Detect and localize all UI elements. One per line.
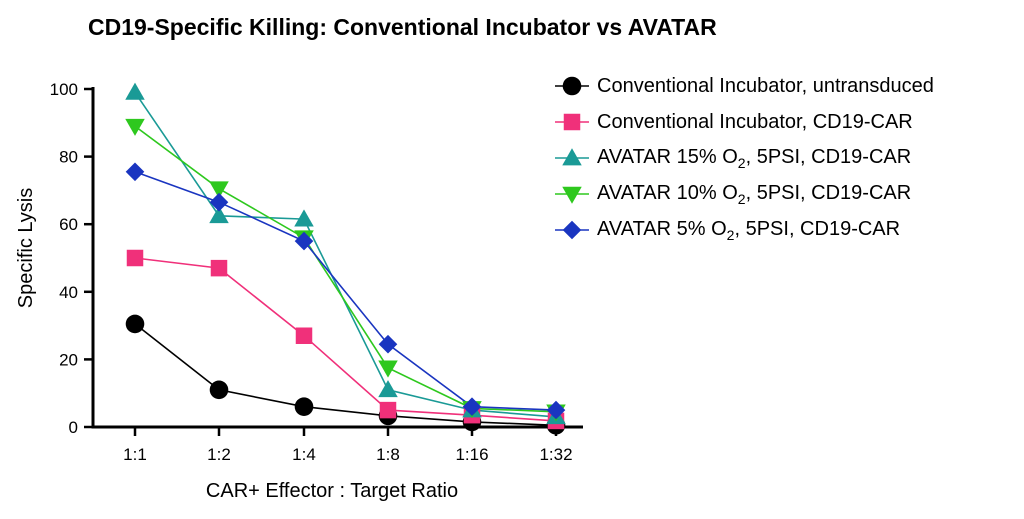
data-point <box>546 400 566 420</box>
data-point <box>209 192 229 212</box>
series-line <box>134 171 557 411</box>
data-point <box>125 314 145 334</box>
legend-item: AVATAR 15% O2, 5PSI, CD19-CAR <box>555 140 934 176</box>
data-point <box>563 113 581 131</box>
legend-marker <box>555 113 589 131</box>
x-tick-label: 1:16 <box>455 445 488 464</box>
legend-item: Conventional Incubator, CD19-CAR <box>555 104 934 140</box>
series-line <box>134 323 557 427</box>
data-point <box>209 380 229 400</box>
data-point <box>378 334 398 354</box>
data-point <box>209 181 229 199</box>
y-tick-label: 20 <box>59 350 78 369</box>
legend-label: AVATAR 10% O2, 5PSI, CD19-CAR <box>597 181 912 207</box>
series-lines <box>134 91 557 427</box>
y-tick-label: 100 <box>50 80 78 99</box>
data-point <box>125 118 145 136</box>
data-point <box>294 231 314 251</box>
data-point <box>562 186 582 204</box>
series-line <box>134 91 557 418</box>
y-tick-label: 0 <box>69 418 78 437</box>
data-point <box>209 206 229 224</box>
data-point <box>562 148 582 166</box>
y-tick-label: 60 <box>59 215 78 234</box>
y-axis-label: Specific Lysis <box>15 188 37 308</box>
legend-label: Conventional Incubator, untransduced <box>597 74 934 97</box>
legend-marker <box>555 220 589 240</box>
data-point <box>379 401 397 419</box>
legend-label: AVATAR 5% O2, 5PSI, CD19-CAR <box>597 217 901 243</box>
legend-marker <box>555 148 589 166</box>
data-point <box>126 249 144 267</box>
legend-item: AVATAR 10% O2, 5PSI, CD19-CAR <box>555 176 934 212</box>
legend: Conventional Incubator, untransduced Conv… <box>555 68 934 248</box>
x-tick-label: 1:4 <box>292 445 316 464</box>
legend-item: AVATAR 5% O2, 5PSI, CD19-CAR <box>555 212 934 248</box>
data-point <box>210 259 228 277</box>
data-point <box>562 76 582 96</box>
data-point <box>462 397 482 417</box>
data-point <box>378 380 398 398</box>
series-markers <box>125 82 566 435</box>
chart-title: CD19-Specific Killing: Conventional Incu… <box>88 14 717 40</box>
legend-item: Conventional Incubator, untransduced <box>555 68 934 104</box>
x-tick-label: 1:2 <box>207 445 231 464</box>
x-tick-label: 1:1 <box>123 445 147 464</box>
legend-label: AVATAR 15% O2, 5PSI, CD19-CAR <box>597 145 912 171</box>
data-point <box>295 327 313 344</box>
x-tick-label: 1:8 <box>376 445 400 464</box>
series-line <box>134 125 557 413</box>
series-line <box>134 257 557 422</box>
x-tick-label: 1:32 <box>539 445 572 464</box>
x-axis-label: CAR+ Effector : Target Ratio <box>206 480 458 502</box>
legend-marker <box>555 76 589 96</box>
data-point <box>125 82 145 100</box>
data-point <box>125 162 145 182</box>
legend-marker <box>555 186 589 204</box>
data-point <box>294 397 314 417</box>
data-point <box>378 360 398 378</box>
data-point <box>294 209 314 227</box>
y-tick-label: 80 <box>59 148 78 167</box>
data-point <box>562 220 582 240</box>
y-tick-label: 40 <box>59 283 78 302</box>
axes: 0 20 40 60 80 100 1:1 1:2 1:4 1:8 1:16 1:32 <box>50 80 583 464</box>
legend-label: Conventional Incubator, CD19-CAR <box>597 110 913 133</box>
